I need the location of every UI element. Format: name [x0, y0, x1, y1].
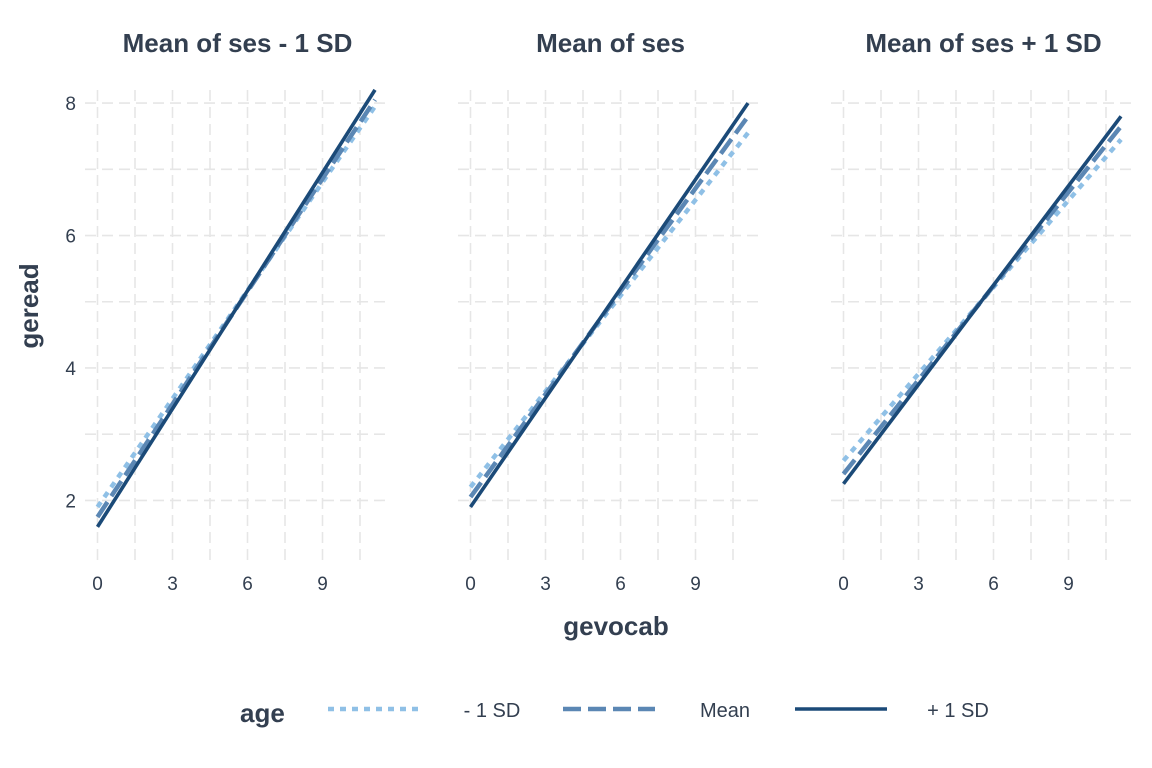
series-line-1-sd	[841, 138, 1123, 463]
panel-title: Mean of ses	[536, 28, 685, 58]
y-tick-label: 4	[65, 359, 76, 380]
series-line-1-sd	[842, 115, 1123, 485]
legend-title: age	[240, 698, 285, 728]
x-tick-label: 9	[317, 574, 328, 595]
legend-label: - 1 SD	[464, 700, 521, 722]
panel-3: Mean of ses + 1 SD 0 3 6 9	[831, 28, 1136, 595]
panel-title: Mean of ses - 1 SD	[123, 28, 353, 58]
x-tick-label: 3	[540, 574, 551, 595]
x-tick-label: 0	[838, 574, 849, 595]
x-tick-label: 9	[690, 574, 701, 595]
y-tick-label: 8	[65, 94, 76, 115]
x-tick-label: 3	[167, 574, 178, 595]
y-tick-label: 2	[65, 491, 76, 512]
x-tick-label: 0	[92, 574, 103, 595]
legend-label: Mean	[700, 700, 750, 722]
x-tick-label: 6	[615, 574, 626, 595]
legend-entry: - 1 SD	[328, 700, 520, 722]
series-line-1-sd	[468, 131, 750, 489]
x-tick-label: 0	[465, 574, 476, 595]
x-tick-label: 6	[988, 574, 999, 595]
legend-label: + 1 SD	[927, 700, 989, 722]
series-line-1-sd	[469, 102, 750, 509]
x-tick-label: 3	[913, 574, 924, 595]
y-tick-label: 6	[65, 227, 76, 248]
y-axis-title: geread	[14, 263, 44, 348]
legend-entry: + 1 SD	[795, 700, 989, 722]
panel-2: Mean of ses 0 3 6 9	[458, 28, 763, 595]
x-tick-label: 9	[1063, 574, 1074, 595]
x-axis-title: gevocab	[563, 611, 669, 641]
x-tick-label: 6	[242, 574, 253, 595]
series-line-1-sd	[95, 88, 377, 528]
chart-panels: Mean of ses - 1 SD 0 3 6 9 2 4 6 8 Mean of ses 0 3 6…	[65, 28, 1136, 595]
legend-entry: Mean	[563, 700, 750, 722]
panel-title: Mean of ses + 1 SD	[865, 28, 1101, 58]
panel-1: Mean of ses - 1 SD 0 3 6 9 2 4 6 8	[65, 28, 390, 595]
legend: age - 1 SD Mean + 1 SD	[240, 698, 989, 728]
